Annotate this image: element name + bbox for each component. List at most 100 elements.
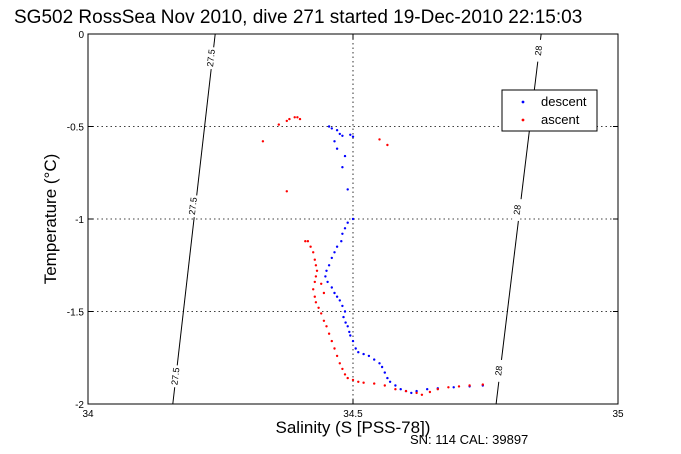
descent-point [327, 264, 331, 267]
descent-point [333, 251, 336, 254]
descent-point [335, 147, 339, 150]
x-tick-label: 35 [612, 409, 624, 420]
ascent-point [378, 138, 381, 141]
descent-point [341, 166, 344, 169]
ascent-point [313, 258, 316, 261]
descent-point [351, 339, 355, 343]
ascent-point [325, 325, 328, 328]
density-contour-line [172, 33, 216, 405]
x-axis-label: Salinity (S [PSS-78]) [276, 418, 431, 437]
y-axis-label: Temperature (°C) [41, 154, 60, 285]
descent-point [335, 295, 339, 298]
y-tick-label: -0.5 [67, 123, 85, 134]
ascent-point [481, 383, 484, 386]
descent-point [333, 140, 336, 143]
density-contour-label: 27.5 [169, 367, 181, 386]
contour-label-bg [170, 364, 181, 388]
descent-point [362, 352, 365, 356]
ascent-point [386, 143, 389, 147]
descent-point [343, 310, 347, 313]
descent-point [399, 388, 402, 391]
ascent-point [315, 269, 319, 272]
descent-point [394, 384, 397, 387]
descent-point [351, 217, 355, 221]
descent-point [341, 304, 344, 308]
descent-point [330, 256, 333, 260]
ascent-point [330, 339, 333, 343]
descent-point [357, 351, 360, 354]
ascent-point [383, 384, 386, 387]
ascent-point [312, 251, 315, 254]
ascent-point [338, 362, 341, 365]
ascent-point [394, 388, 397, 391]
legend-marker-descent [521, 100, 525, 104]
descent-point [327, 125, 331, 128]
descent-point [341, 134, 344, 137]
ascent-point [306, 240, 310, 243]
descent-point [324, 275, 327, 278]
axis-ticks: 34 34.5 35 0 -0.5 -1 -1.5 -2 [67, 30, 624, 420]
descent-point [367, 354, 371, 358]
ascent-point [261, 140, 265, 143]
ascent-point [404, 389, 408, 393]
descent-point [330, 127, 333, 130]
ascent-point [362, 381, 365, 384]
ascent-point [373, 382, 376, 385]
legend-label-descent: descent [541, 94, 587, 109]
descent-point [343, 227, 347, 230]
descent-point [351, 135, 355, 138]
descent-point [349, 334, 352, 337]
contour-label-bg [493, 359, 505, 383]
ascent-point [293, 116, 296, 119]
ascent-point [436, 388, 439, 391]
descent-point [340, 240, 343, 243]
density-contours: 27.5 27.5 27.5 28 28 28 [169, 33, 544, 405]
ascent-point [317, 306, 320, 309]
ascent-point [327, 332, 331, 335]
descent-point [342, 315, 345, 319]
ascent-point [351, 378, 355, 382]
ascent-point [333, 347, 336, 350]
x-tick-label: 34 [82, 409, 94, 420]
ascent-point [335, 354, 339, 358]
descent-point [348, 330, 351, 334]
descent-point [349, 133, 352, 136]
ascent-point [313, 295, 316, 298]
y-tick-label: -2 [75, 400, 84, 411]
descent-point [333, 291, 336, 295]
descent-point [326, 280, 329, 284]
ascent-point [309, 245, 312, 248]
chart-title: SG502 RossSea Nov 2010, dive 271 started… [14, 7, 582, 28]
descent-point [452, 386, 455, 389]
descent-point [410, 391, 413, 395]
ascent-point [320, 312, 323, 315]
ascent-point [313, 280, 316, 284]
ascent-point [468, 384, 471, 387]
descent-point [426, 388, 429, 391]
density-contour-label: 28 [493, 365, 504, 376]
ascent-point [312, 288, 315, 291]
descent-point [373, 358, 376, 361]
ascent-point [296, 116, 299, 119]
ascent-point [285, 119, 288, 123]
descent-point [344, 321, 347, 324]
descent-point [386, 376, 389, 380]
descent-point [338, 132, 341, 136]
ascent-point [314, 275, 318, 278]
contour-label-bg [533, 39, 544, 63]
ascent-point [298, 117, 302, 121]
ascent-point [428, 390, 432, 394]
legend-label-ascent: ascent [541, 112, 580, 127]
density-contour-label: 28 [533, 45, 544, 56]
ascent-point [415, 391, 418, 395]
density-contour-label: 27.5 [205, 49, 217, 68]
y-tick-label: -1.5 [67, 308, 85, 319]
descent-point [335, 129, 339, 132]
ascent-point [457, 385, 461, 388]
data-points [261, 116, 484, 396]
x-tick-label: 34.5 [343, 409, 363, 420]
descent-point [346, 188, 349, 191]
contour-label-bg [187, 194, 199, 218]
descent-point [341, 232, 344, 235]
